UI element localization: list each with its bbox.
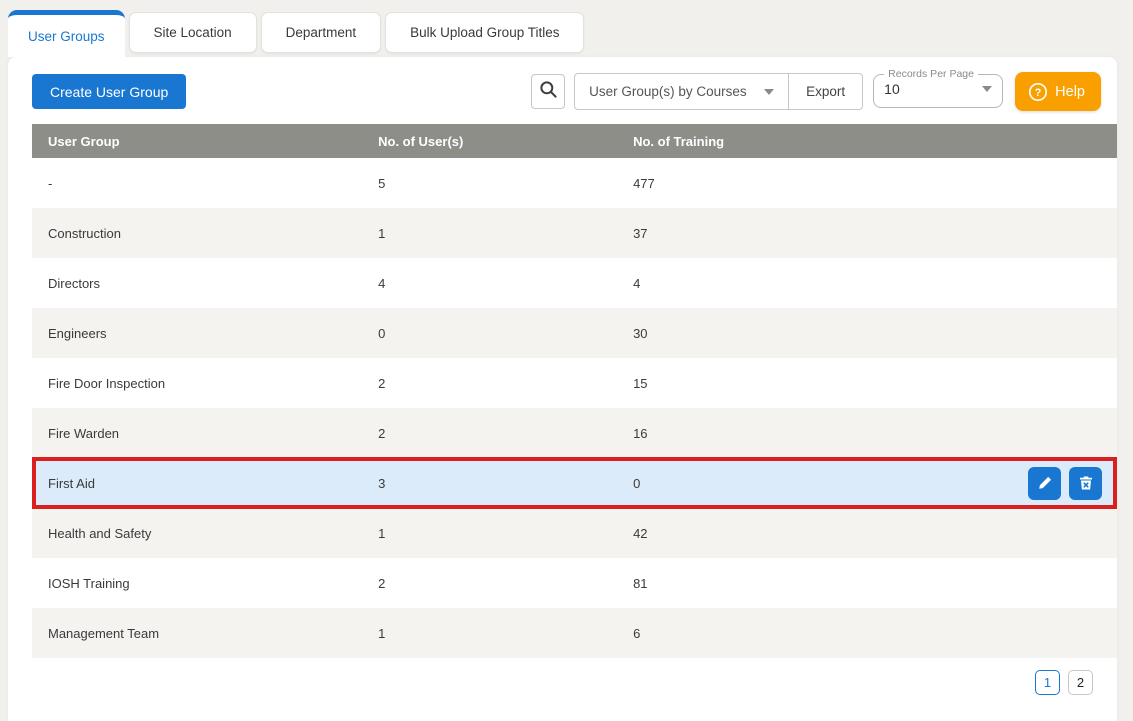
delete-row-button[interactable]	[1069, 466, 1102, 500]
row-actions	[1028, 466, 1102, 500]
table-row-engineers[interactable]: Engineers 0 30	[32, 308, 1117, 358]
table-row-fire-warden[interactable]: Fire Warden 2 16	[32, 408, 1117, 458]
edit-row-button[interactable]	[1028, 466, 1061, 500]
table-row-health-and-safety[interactable]: Health and Safety 1 42	[32, 508, 1117, 558]
cell-no-of-training: 477	[633, 175, 655, 191]
toolbar: Create User Group User Group(s) by Cours…	[8, 57, 1117, 124]
tab-user-groups[interactable]: User Groups	[8, 10, 125, 57]
tab-department[interactable]: Department	[260, 12, 382, 53]
help-button-label: Help	[1055, 83, 1085, 100]
cell-user-group: Construction	[48, 225, 121, 241]
cell-no-of-users: 1	[378, 225, 386, 241]
chevron-down-icon	[764, 88, 775, 95]
page-button-1[interactable]: 1	[1035, 670, 1060, 695]
create-user-group-button[interactable]: Create User Group	[32, 74, 187, 109]
cell-no-of-training: 30	[633, 325, 648, 341]
table-row-first-aid[interactable]: First Aid 3 0	[32, 457, 1117, 509]
cell-no-of-training: 15	[633, 375, 648, 391]
cell-no-of-training: 81	[633, 575, 648, 591]
cell-no-of-users: 0	[378, 325, 386, 341]
table-row-directors[interactable]: Directors 4 4	[32, 258, 1117, 308]
records-per-page-value: 10	[884, 81, 900, 97]
cell-user-group: Engineers	[48, 325, 107, 341]
cell-user-group: First Aid	[48, 475, 95, 491]
cell-no-of-users: 2	[378, 425, 386, 441]
tab-label: Site Location	[153, 25, 232, 40]
cell-user-group: -	[48, 175, 53, 191]
help-button[interactable]: ? Help	[1015, 72, 1101, 111]
column-header-user-group: User Group	[48, 133, 120, 149]
cell-no-of-training: 42	[633, 525, 648, 541]
cell-user-group: Fire Warden	[48, 425, 120, 441]
records-per-page-label: Records Per Page	[888, 68, 974, 80]
user-groups-table: User Group No. of User(s) No. of Trainin…	[32, 124, 1117, 658]
page-button-2[interactable]: 2	[1068, 670, 1093, 695]
export-button[interactable]: Export	[788, 74, 862, 109]
export-type-dropdown-value: User Group(s) by Courses	[589, 84, 747, 99]
cell-user-group: IOSH Training	[48, 575, 130, 591]
table-header-row: User Group No. of User(s) No. of Trainin…	[32, 124, 1117, 158]
cell-no-of-users: 2	[378, 375, 386, 391]
search-button[interactable]	[531, 74, 566, 109]
tab-site-location[interactable]: Site Location	[128, 12, 257, 53]
column-header-no-of-training: No. of Training	[633, 133, 725, 149]
chevron-down-icon	[982, 86, 993, 92]
cell-no-of-users: 1	[378, 625, 386, 641]
table-body: - 5 477 Construction 1 37 Directors 4 4 Engineers…	[32, 158, 1117, 658]
cell-no-of-users: 5	[378, 175, 386, 191]
column-header-no-of-users: No. of User(s)	[378, 133, 464, 149]
question-circle-icon: ?	[1028, 82, 1048, 102]
cell-no-of-training: 16	[633, 425, 648, 441]
table-row-management-team[interactable]: Management Team 1 6	[32, 608, 1117, 658]
tab-label: User Groups	[28, 28, 105, 44]
tab-label: Bulk Upload Group Titles	[410, 25, 560, 40]
tab-label: Department	[285, 25, 357, 40]
table-row-iosh-training[interactable]: IOSH Training 2 81	[32, 558, 1117, 608]
export-group: User Group(s) by Courses Export	[574, 73, 864, 110]
cell-no-of-users: 4	[378, 275, 386, 291]
cell-no-of-training: 4	[633, 275, 641, 291]
tab-bar: User Groups Site Location Department Bulk U…	[0, 0, 1133, 57]
toolbar-right-cluster: User Group(s) by Courses Export Records …	[531, 68, 1101, 111]
delete-trash-icon	[1078, 475, 1094, 491]
cell-no-of-training: 6	[633, 625, 641, 641]
cell-no-of-users: 3	[378, 475, 386, 491]
export-type-dropdown[interactable]: User Group(s) by Courses	[575, 74, 788, 109]
cell-no-of-training: 37	[633, 225, 648, 241]
edit-pencil-icon	[1037, 475, 1053, 491]
content-panel: Create User Group User Group(s) by Cours…	[8, 57, 1117, 721]
cell-user-group: Health and Safety	[48, 525, 152, 541]
svg-text:?: ?	[1035, 87, 1042, 99]
table-row-construction[interactable]: Construction 1 37	[32, 208, 1117, 258]
search-icon	[539, 80, 558, 104]
cell-no-of-users: 2	[378, 575, 386, 591]
cell-user-group: Fire Door Inspection	[48, 375, 166, 391]
cell-user-group: Management Team	[48, 625, 160, 641]
tab-bulk-upload-group-titles[interactable]: Bulk Upload Group Titles	[385, 12, 585, 53]
cell-no-of-users: 1	[378, 525, 386, 541]
table-row-dash[interactable]: - 5 477	[32, 158, 1117, 208]
cell-user-group: Directors	[48, 275, 101, 291]
records-per-page-select[interactable]: Records Per Page 10	[873, 68, 1004, 108]
cell-no-of-training: 0	[633, 475, 641, 491]
table-row-fire-door-inspection[interactable]: Fire Door Inspection 2 15	[32, 358, 1117, 408]
